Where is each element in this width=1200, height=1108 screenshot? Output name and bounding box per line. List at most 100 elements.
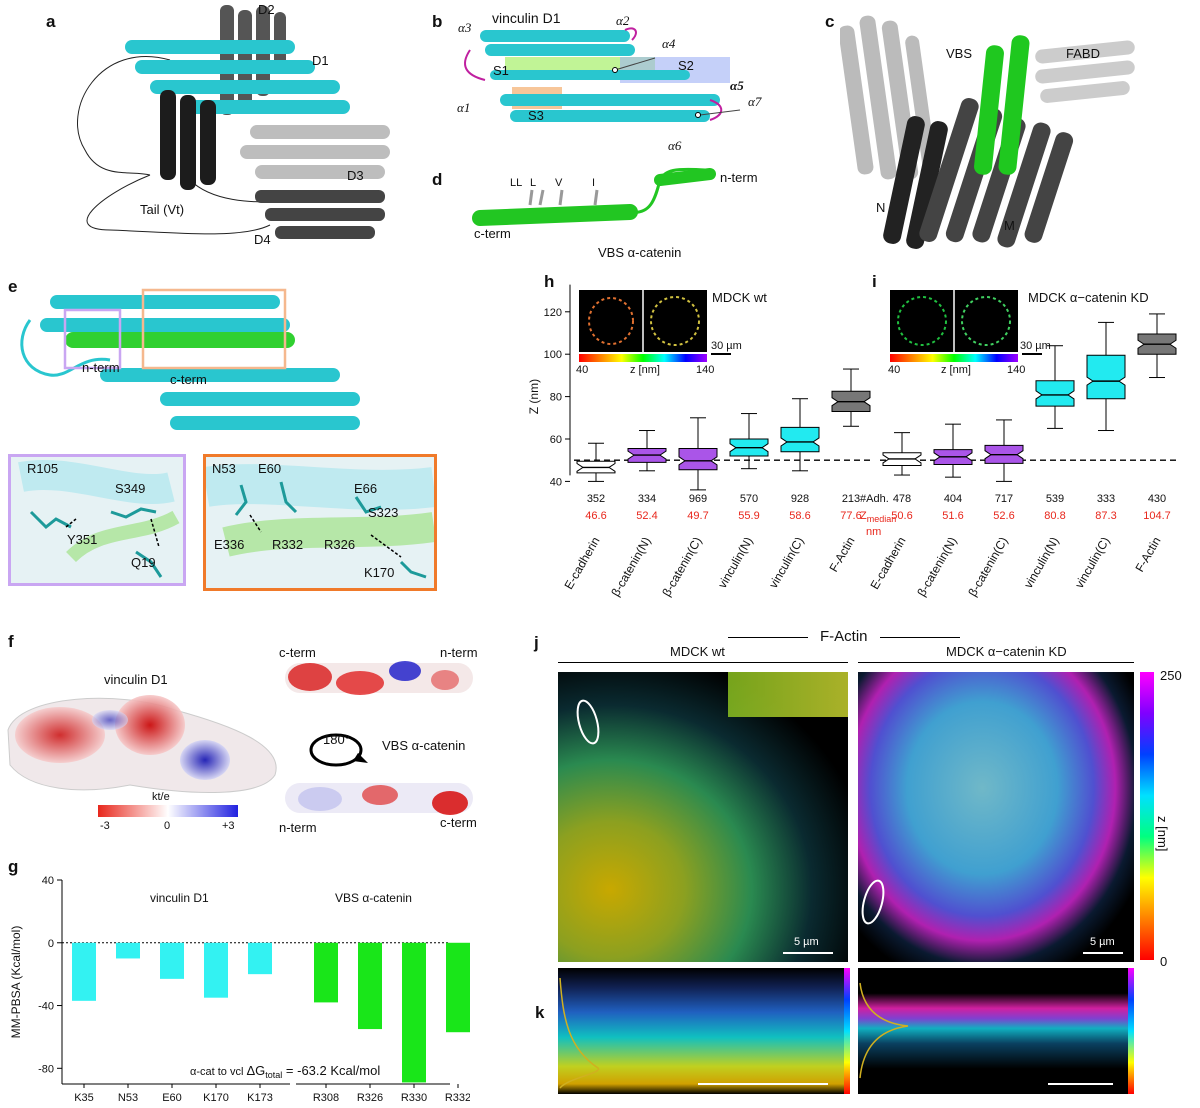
domain-label: D2 — [258, 2, 275, 17]
y-axis-label: MM-PBSA (Kcal/mol) — [9, 926, 23, 1039]
axis-break — [290, 1080, 296, 1088]
electrostatic-surface-vbs-top — [285, 661, 473, 695]
category-label: vinculin(C) — [766, 535, 806, 591]
scale-bar — [1022, 353, 1042, 355]
z-colorbar — [579, 354, 707, 362]
electrostatic-surface-vinculin — [7, 695, 277, 794]
y-axis-label: Z (nm) — [527, 379, 541, 414]
bar — [116, 942, 140, 959]
helix-label: α4 — [662, 36, 676, 51]
j-header: F-Actin — [820, 628, 868, 645]
bar — [204, 942, 228, 998]
panel-d-label: d — [432, 170, 443, 189]
rotation-arrow-icon — [309, 733, 368, 767]
category-label: E-cadherin — [867, 535, 908, 592]
mdck-wt-sted-inset — [579, 290, 707, 352]
helix-label: α1 — [457, 100, 471, 115]
row-label: Zmedian — [860, 510, 896, 524]
panel-f-title: vinculin D1 — [104, 672, 168, 687]
adhesion-count: 430 — [1148, 493, 1166, 505]
residue-label: N53 — [212, 461, 236, 476]
residue-label: K170 — [364, 565, 395, 580]
alpha-catenin-vinculin-complex-illustration — [840, 15, 1135, 249]
site-label: S1 — [493, 63, 509, 78]
adhesion-count: 213 — [842, 493, 860, 505]
domain-d1-shape — [125, 40, 350, 114]
title-rule — [558, 662, 848, 663]
median-value: 49.7 — [687, 510, 708, 522]
electrostatic-surface-vbs-bottom — [285, 783, 473, 815]
median-value: 55.9 — [738, 510, 759, 522]
helix-label: α5 — [730, 78, 744, 93]
region-label: M — [1004, 218, 1015, 233]
adhesion-count: 333 — [1097, 493, 1115, 505]
rotation-label: 180° — [323, 732, 350, 747]
domain-d4-shape — [255, 190, 385, 239]
category-label: vinculin(N) — [1021, 535, 1061, 591]
j-right-title: MDCK α−catenin KD — [946, 644, 1067, 659]
cell-title: MDCK wt — [712, 290, 767, 305]
helix-label: α6 — [668, 138, 682, 153]
cterm-label: c-term — [279, 645, 316, 660]
category-label: β-catenin(C) — [965, 535, 1010, 599]
tail-loop — [86, 174, 271, 235]
bar — [72, 942, 96, 1001]
box — [1086, 354, 1126, 400]
panel-a-label: a — [46, 12, 56, 31]
group-label: VBS α-catenin — [335, 891, 412, 905]
box — [678, 448, 718, 471]
z-position-box-plots: 120 100 80 60 40 Z (nm) 352 46.6 E-cadherin 334 52… — [527, 284, 1179, 599]
median-value: 52.4 — [636, 510, 657, 522]
median-value: 80.8 — [1044, 510, 1065, 522]
domain-tail-shape — [160, 90, 216, 190]
cterm-label: c-term — [170, 372, 207, 387]
y-tick-label: 100 — [544, 349, 562, 361]
domain-label: D1 — [312, 53, 329, 68]
panel-b-label: b — [432, 12, 443, 31]
bar — [446, 942, 470, 1033]
median-value: 58.6 — [789, 510, 810, 522]
zbar-max: 140 — [696, 364, 715, 376]
median-value: 77.6 — [840, 510, 861, 522]
nterm-label: n-term — [279, 820, 317, 835]
inset-left-interactions: R105 S349 Y351 Q19 — [8, 454, 186, 586]
panel-c-label: c — [825, 12, 835, 31]
adhesion-count: 570 — [740, 493, 758, 505]
panel-j-label: j — [534, 633, 539, 652]
category-label: F-Actin — [826, 535, 857, 575]
adhesion-count: 404 — [944, 493, 962, 505]
adhesion-count: 334 — [638, 493, 656, 505]
colorbar-tick: 0 — [164, 820, 171, 832]
residue-label: V — [555, 177, 563, 189]
delta-g-annotation: α-cat to vcl ΔGtotal = -63.2 Kcal/mol — [190, 1063, 380, 1080]
bar — [402, 942, 426, 1083]
y-tick-label: -40 — [38, 1001, 54, 1013]
cbar-min: 0 — [1160, 954, 1168, 969]
z-colorbar — [890, 354, 1018, 362]
box — [1035, 380, 1075, 407]
scale-bar-label: 5 µm — [794, 936, 819, 948]
cbar-max: 250 — [1160, 668, 1182, 683]
x-tick-label: R326 — [357, 1092, 383, 1104]
residue-label: S349 — [115, 481, 146, 496]
helix-label: α3 — [458, 20, 472, 35]
row-label: #Adh. — [860, 493, 889, 505]
category-label: vinculin(N) — [715, 535, 755, 591]
header-rule — [880, 637, 960, 638]
mdck-kd-sted-inset — [890, 290, 1018, 352]
panel-k-label: k — [535, 1003, 545, 1022]
row-label: nm — [866, 526, 881, 538]
xz-profile-wt — [558, 968, 850, 1094]
title-rule — [858, 662, 1134, 663]
complex-cartoon-illustration — [20, 288, 360, 430]
tail-loop — [77, 56, 171, 176]
bar — [160, 942, 184, 979]
vinculin-structure-illustration — [77, 5, 390, 239]
zbar-label: z [nm] — [941, 364, 971, 376]
y-tick-label: 0 — [48, 938, 54, 950]
helix-label: α7 — [748, 94, 762, 109]
vbs-alpha-catenin-helix-illustration — [472, 167, 716, 226]
bar — [358, 942, 382, 1030]
x-tick-label: R308 — [313, 1092, 339, 1104]
group-label: vinculin D1 — [150, 891, 209, 905]
